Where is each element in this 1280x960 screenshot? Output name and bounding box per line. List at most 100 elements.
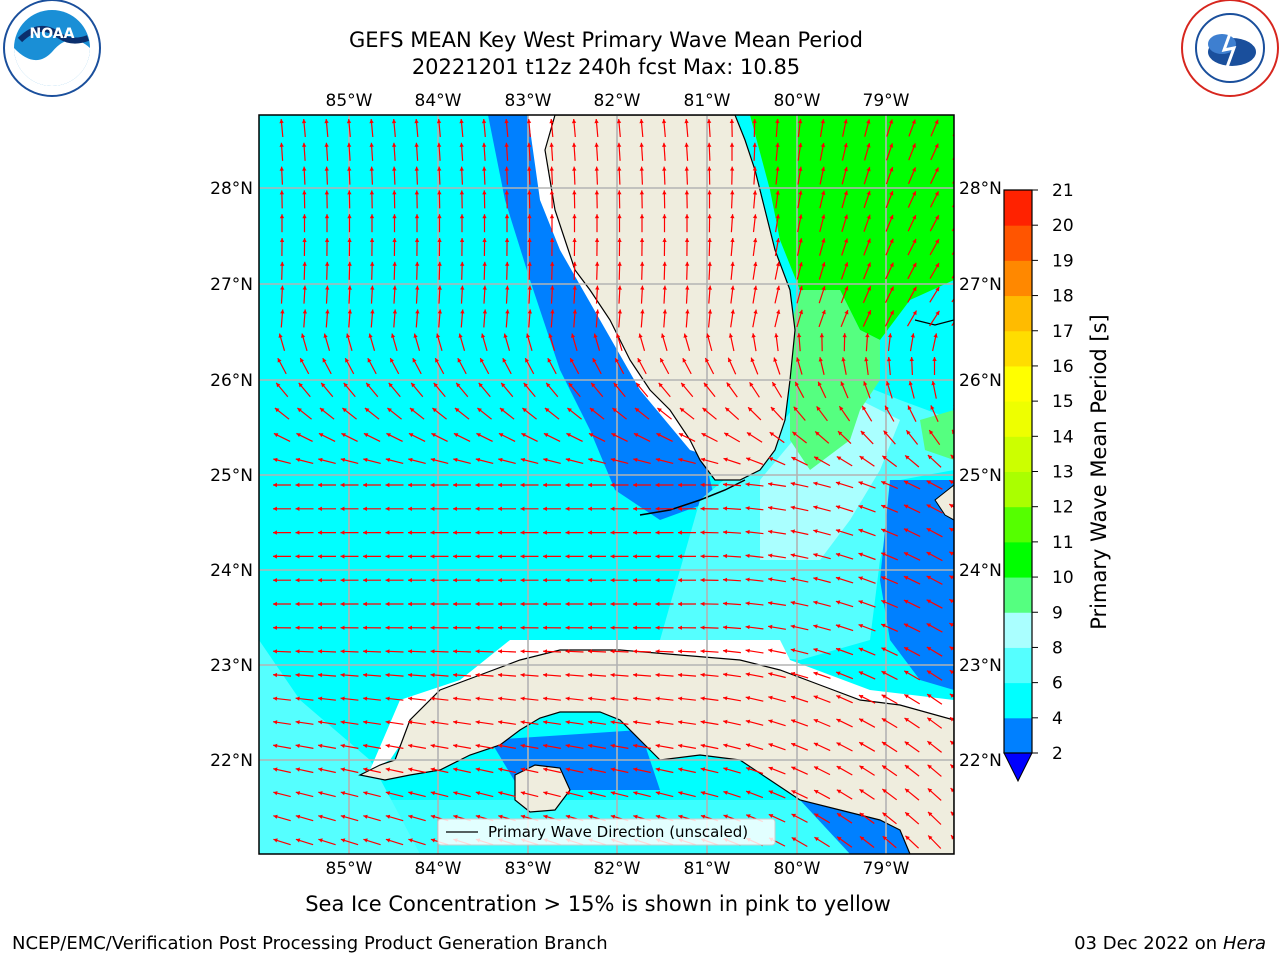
wave-arrow-head [594,214,600,219]
wave-arrow-head [678,506,682,511]
wave-arrow-head [565,601,570,607]
wave-arrow-head [752,166,757,171]
wave-arrow-head [611,433,616,438]
colorbar-tick-label: 17 [1052,322,1074,342]
wave-arrow-head [565,625,570,630]
lat-label-left: 24°N [210,561,253,581]
wave-arrow-head [662,190,667,195]
wave-arrow-head [385,720,390,725]
wave-arrow-head [363,720,368,725]
wave-arrow-head [459,142,464,147]
wave-arrow-head [527,309,532,314]
wave-arrow-head [543,530,547,535]
wave-arrow-head [950,717,954,722]
wave-arrow-head [520,625,525,630]
wave-arrow-head [436,333,441,338]
wave-arrow-head [798,142,803,148]
wave-arrow-head [543,672,548,678]
wave-arrow-head [768,482,773,487]
wave-arrow-head [633,791,638,796]
wave-arrow-head [302,214,307,219]
wave-arrow-head [613,382,618,388]
wave-arrow-head [347,309,352,314]
wave-arrow-head [475,457,481,462]
wave-arrow-head [588,720,593,725]
wave-arrow-head [318,601,322,607]
wave-arrow-head [302,261,307,266]
wave-arrow-head [814,766,819,771]
wave-arrow-head [279,190,284,195]
wave-arrow-head [392,142,397,147]
wave-arrow [953,405,954,408]
wave-arrow-head [935,286,940,292]
wave-arrow-head [475,601,480,607]
wave-arrow-head [505,285,510,290]
wave-arrow-head [910,333,915,338]
lat-label-right: 22°N [959,751,1002,771]
wave-arrow-head [430,530,435,535]
wave-arrow-head [790,505,795,510]
colorbar-tick-label: 19 [1052,251,1074,271]
wave-arrow-head [700,791,706,796]
wave-arrow-head [929,430,934,435]
wave-arrow-head [370,309,375,314]
wave-arrow-head [340,672,345,678]
wave-arrow-head [408,720,413,725]
wave-arrow-head [745,696,751,701]
wave-arrow-head [543,696,548,701]
wave-arrow-head [346,333,351,338]
wave-arrow-head [543,433,549,438]
lat-label-left: 28°N [210,179,253,199]
lon-label-top: 79°W [863,91,910,111]
wave-arrow-head [498,672,503,678]
colorbar-segment [1004,577,1032,613]
wave-arrow-head [700,814,706,819]
wave-arrow-head [617,238,622,242]
wave-arrow-head [775,142,780,147]
lat-label-right: 23°N [959,656,1002,676]
wave-arrow-head [889,143,894,148]
wave-arrow-head [453,743,458,748]
wave-arrow-head [700,506,705,511]
colorbar: 2 4 6 8 9 10 11 12 13 14 15 16 17 18 19 20 21 [1003,181,1074,783]
wave-arrow-head [790,577,795,582]
wave-arrow-head [904,718,909,722]
wave-arrow-head [481,119,487,124]
wave-arrow-head [633,506,637,511]
wave-arrow-head [594,190,599,195]
colorbar-tick-label: 6 [1052,674,1063,694]
wave-arrow-head [543,720,548,725]
wave-arrow-head [617,261,622,266]
wave-arrow-head [482,261,487,266]
wave-arrow-head [813,481,818,486]
wave-arrow-head [520,791,526,796]
wave-arrow-head [858,671,864,676]
wave-arrow-head [707,190,712,195]
wave-arrow-head [633,767,638,772]
wave-arrow-head [912,286,917,292]
wave-arrow [955,334,960,351]
wave-arrow-head [340,814,346,819]
wave-arrow-head [480,358,484,363]
wave-arrow-head [498,649,502,654]
lon-label-bottom: 82°W [594,859,641,879]
wave-arrow-head [746,457,751,462]
wave-arrow-head [949,599,954,604]
wave-arrow-head [768,648,773,653]
wave-arrow-head [318,457,323,462]
wave-arrow-head [610,457,616,462]
wave-arrow-head [273,720,278,725]
wave-arrow-head [592,358,597,363]
wave-arrow-head [385,767,390,772]
wave-arrow-head [482,190,487,195]
wave-arrow-head [610,720,615,725]
wave-arrow-head [408,554,412,559]
wave-arrow-head [295,506,300,511]
wave-arrow-head [498,554,502,559]
wave-arrow-head [838,431,843,436]
wave-arrow-head [565,530,570,535]
wave-arrow-head [859,718,864,723]
wave-arrow-head [502,358,507,363]
wave-arrow-head [835,600,841,605]
wave-arrow-head [927,717,932,722]
